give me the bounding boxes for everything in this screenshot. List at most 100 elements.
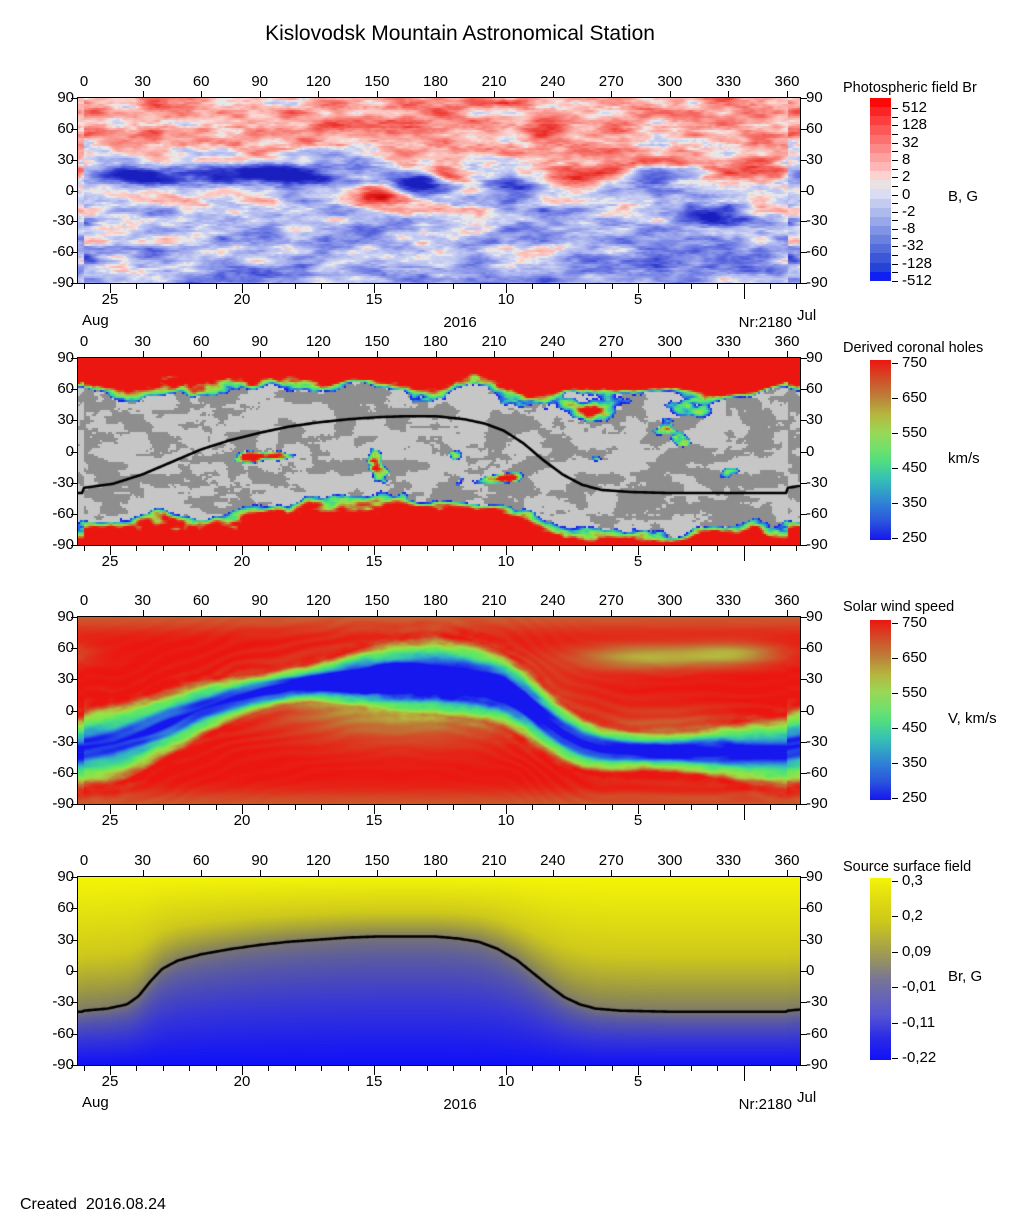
- lat-tick-mark-right: [800, 221, 807, 223]
- day-tick-mark: [294, 1066, 296, 1071]
- colorbar-tick-mark: [892, 398, 898, 399]
- lon-tick-mark: [259, 870, 261, 877]
- day-tick-mark: [189, 284, 191, 289]
- lon-tick-mark: [435, 870, 437, 877]
- day-tick-mark: [242, 546, 243, 555]
- day-tick-mark: [453, 284, 455, 289]
- day-tick-mark: [585, 1066, 587, 1071]
- colorbar-segment: [870, 244, 891, 254]
- day-tick-label: 15: [365, 291, 383, 308]
- lat-tick-label-right: -30: [806, 212, 828, 230]
- day-tick-mark: [770, 1066, 771, 1071]
- lat-tick-label-left: -30: [52, 473, 74, 491]
- colorbar-tick-label: 650: [902, 389, 928, 406]
- day-tick-mark: [215, 546, 217, 551]
- lat-tick-mark-right: [800, 252, 807, 254]
- day-tick-label: 15: [365, 1073, 383, 1090]
- colorbar-tick-mark: [892, 185, 898, 187]
- lon-tick-mark: [611, 870, 613, 877]
- colorbar-unit-label: Br, G: [948, 968, 983, 985]
- lon-tick-mark: [787, 870, 788, 877]
- day-tick-mark: [770, 284, 771, 289]
- day-tick-label: 20: [233, 1073, 251, 1090]
- day-tick-mark: [426, 1066, 428, 1071]
- colorbar-tick-mark: [892, 133, 898, 135]
- lon-tick-label: 150: [364, 73, 390, 90]
- lon-tick-label: 270: [598, 333, 624, 350]
- colorbar-tick-mark: [892, 142, 898, 144]
- lat-tick-label-right: 90: [806, 608, 823, 625]
- lat-tick-mark-left: [71, 420, 78, 422]
- colorbar-title: Photospheric field Br: [843, 80, 977, 96]
- day-tick-mark: [479, 1066, 481, 1071]
- colorbar-tick-mark: [892, 203, 898, 205]
- lat-tick-label-right: 60: [806, 119, 823, 137]
- day-tick-mark: [796, 546, 798, 551]
- day-tick-mark: [453, 1066, 455, 1071]
- lat-tick-label-left: 0: [65, 442, 74, 460]
- day-tick-mark: [110, 1066, 111, 1075]
- colorbar-tick-mark: [892, 693, 898, 694]
- lon-tick-label: 240: [540, 73, 566, 90]
- colorbar-tick-label: 0: [902, 185, 911, 203]
- lon-tick-label: 300: [657, 73, 683, 90]
- lon-tick-label: 0: [79, 592, 89, 609]
- colorbar-tick-mark: [892, 108, 898, 109]
- rotation-number: Nr:2180: [738, 1096, 792, 1113]
- colorbar-tick-label: 512: [902, 99, 928, 116]
- lat-tick-mark-left: [71, 283, 78, 284]
- day-tick-mark: [611, 1066, 613, 1071]
- lon-tick-mark: [669, 351, 671, 358]
- day-tick-mark: [162, 546, 164, 551]
- day-tick-mark: [770, 546, 771, 551]
- lat-tick-label-left: 90: [57, 89, 74, 106]
- lat-tick-label-left: 60: [57, 119, 74, 137]
- day-tick-mark: [717, 805, 719, 810]
- day-tick-mark: [506, 546, 507, 555]
- day-tick-label: 25: [101, 1073, 119, 1090]
- lon-tick-mark: [552, 610, 554, 617]
- lat-tick-label-right: 30: [806, 150, 823, 168]
- colorbar-segment: [870, 180, 891, 190]
- lon-tick-label: 0: [79, 333, 89, 350]
- lat-tick-label-left: -90: [52, 274, 74, 291]
- day-tick-mark: [743, 284, 745, 299]
- day-tick-mark: [585, 546, 587, 551]
- day-tick-mark: [294, 805, 296, 810]
- day-tick-mark: [664, 805, 666, 810]
- day-tick-mark: [453, 546, 455, 551]
- lat-tick-label-right: -60: [806, 1024, 828, 1042]
- lon-tick-mark: [435, 610, 437, 617]
- lat-tick-mark-left: [71, 908, 78, 910]
- colorbar-unit-label: B, G: [948, 188, 979, 205]
- day-tick-mark: [347, 284, 349, 289]
- day-tick-label: 25: [101, 812, 119, 829]
- lat-tick-mark-left: [71, 482, 78, 484]
- colorbar-tick-label: -0,11: [902, 1013, 936, 1031]
- colorbar-tick-mark: [892, 916, 898, 918]
- lon-tick-label: 210: [481, 333, 507, 350]
- day-tick-mark: [479, 284, 481, 289]
- lat-tick-mark-left: [71, 1033, 78, 1035]
- colorbar-tick-mark: [892, 1022, 898, 1024]
- lon-tick-mark: [494, 91, 496, 98]
- lon-tick-mark: [318, 610, 320, 617]
- lon-tick-mark: [552, 91, 554, 98]
- lon-tick-mark: [259, 351, 261, 358]
- lat-tick-mark-right: [800, 679, 807, 681]
- lat-tick-mark-right: [800, 939, 807, 941]
- colorbar-segment: [870, 161, 891, 172]
- lat-tick-mark-left: [71, 617, 78, 618]
- lat-tick-mark-left: [71, 252, 78, 254]
- month-label-jul: Jul: [797, 1089, 817, 1106]
- day-tick-mark: [347, 1066, 349, 1071]
- lat-tick-label-right: 0: [806, 701, 815, 719]
- day-tick-mark: [321, 284, 323, 289]
- lat-tick-mark-left: [71, 648, 78, 650]
- colorbar-tick-label: 350: [902, 494, 928, 511]
- day-tick-mark: [611, 805, 613, 810]
- colorbar-tick-label: 450: [902, 719, 928, 736]
- lat-tick-mark-right: [800, 1065, 807, 1066]
- lat-tick-mark-right: [800, 545, 807, 546]
- lon-tick-label: 150: [364, 592, 390, 609]
